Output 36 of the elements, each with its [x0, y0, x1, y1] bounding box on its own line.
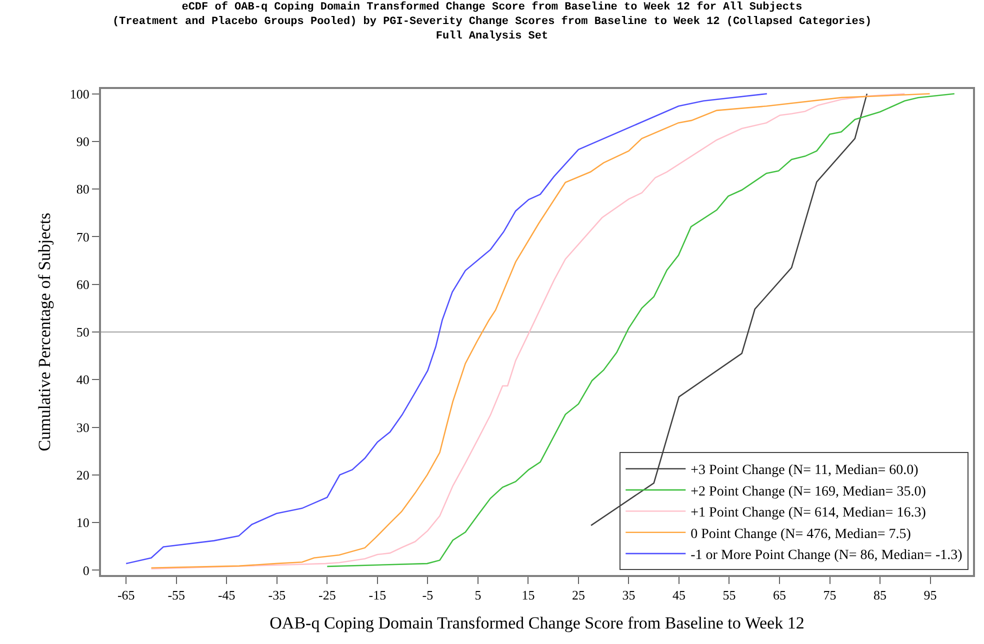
y-tick-label: 100: [70, 86, 90, 102]
x-tick-label: -65: [117, 588, 135, 603]
y-tick-label: 10: [76, 515, 90, 530]
chart-title: eCDF of OAB-q Coping Domain Transformed Change Score from Baseline to Week 12 for All Subjects (Treatment and Placebo Groups Pooled) by PGI-Severity Change Scores from Baseline to Week 12 (Collapsed Categories) Full Analysis Set: [112, 0, 872, 42]
legend-label: +3 Point Change (N= 11, Median= 60.0): [690, 463, 919, 478]
x-tick-label: -55: [168, 588, 186, 603]
x-tick-label: 45: [672, 588, 686, 603]
x-tick-label: 75: [823, 588, 836, 603]
x-tick-label: -35: [268, 588, 286, 603]
y-tick-label: 0: [82, 562, 90, 578]
x-tick-label: -5: [422, 588, 434, 603]
y-tick-label: 70: [76, 229, 90, 244]
x-tick-label: 65: [773, 588, 786, 603]
x-tick-label: 85: [874, 588, 887, 603]
x-tick-label: 55: [722, 588, 736, 603]
x-tick-label: 5: [474, 588, 482, 603]
x-axis-title: OAB-q Coping Domain Transformed Change Score from Baseline to Week 12: [270, 614, 804, 632]
legend-label: 0 Point Change (N= 476, Median= 7.5): [690, 526, 912, 542]
x-tick-label: -45: [218, 588, 236, 603]
y-tick-label: 80: [76, 182, 90, 197]
x-tick-label: -25: [318, 588, 336, 603]
y-tick-label: 40: [76, 372, 90, 388]
y-tick-label: 60: [76, 276, 90, 292]
y-axis-title: Cumulative Percentage of Subjects: [34, 212, 54, 452]
y-tick-label: 90: [76, 134, 90, 149]
x-tick-label: 15: [522, 588, 535, 603]
legend-label: -1 or More Point Change (N= 86, Median= -1.3): [690, 548, 963, 563]
y-tick-label: 20: [76, 467, 90, 482]
x-tick-label: 95: [924, 588, 937, 603]
x-tick-label: -15: [368, 588, 386, 603]
legend-label: +2 Point Change (N= 169, Median= 35.0): [690, 484, 926, 500]
x-tick-label: 35: [622, 588, 636, 603]
x-tick-label: 25: [572, 588, 585, 603]
y-tick-label: 50: [76, 324, 90, 340]
legend-label: +1 Point Change (N= 614, Median= 16.3): [690, 506, 926, 521]
y-tick-label: 30: [76, 420, 90, 435]
